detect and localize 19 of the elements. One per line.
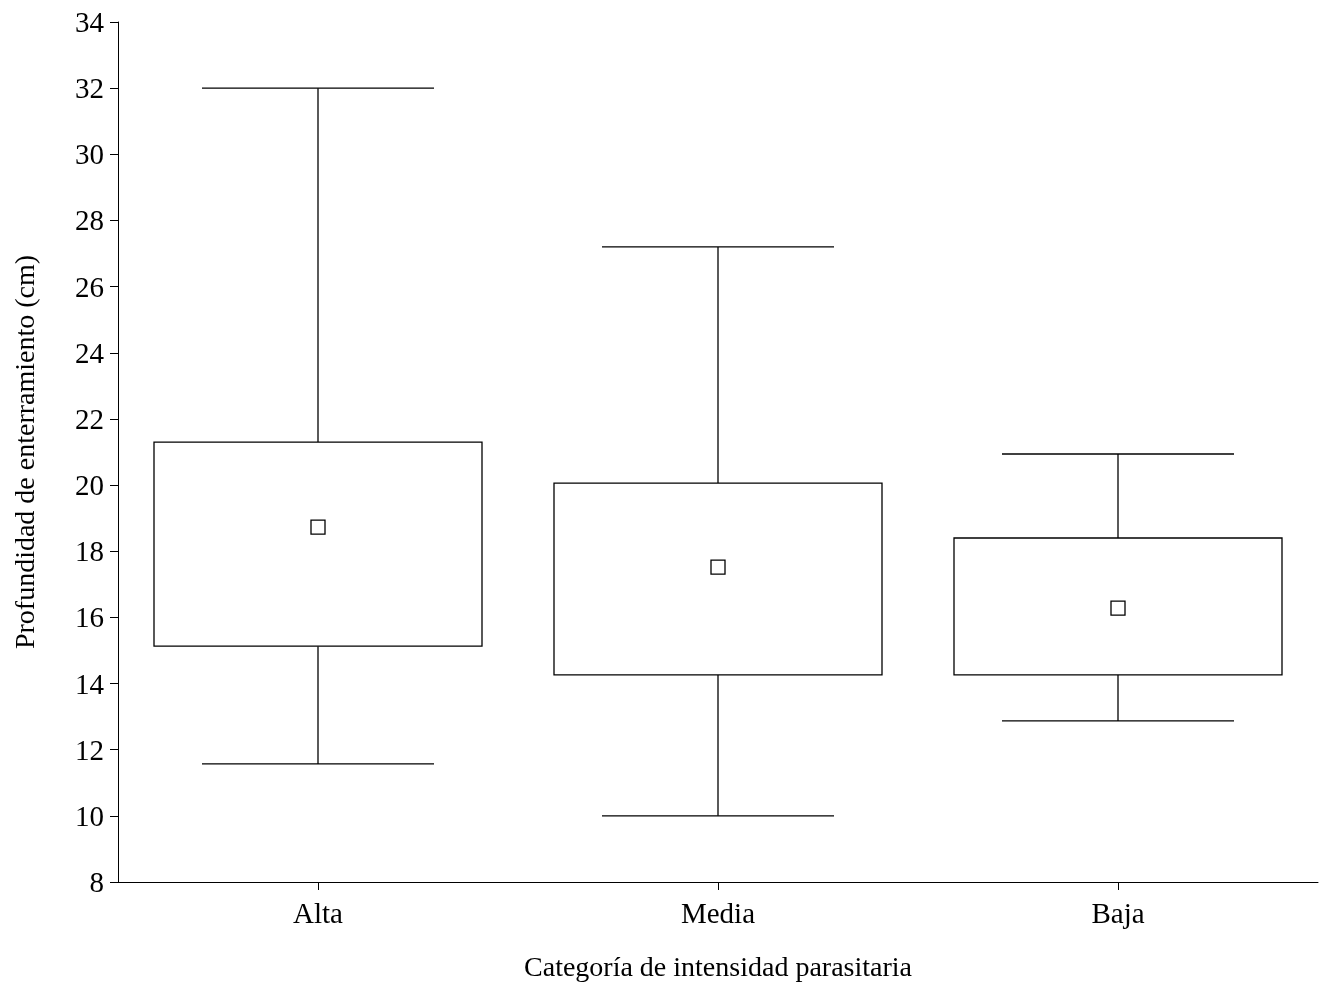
x-tick-label: Baja xyxy=(1091,896,1145,929)
y-tick-label: 20 xyxy=(75,469,104,502)
x-tick-label: Media xyxy=(680,896,756,929)
y-tick-label: 16 xyxy=(75,601,104,634)
y-tick-label: 14 xyxy=(75,667,105,700)
x-tick-label: Alta xyxy=(293,896,344,929)
y-tick-label: 34 xyxy=(75,6,105,38)
y-tick-label: 24 xyxy=(75,336,105,369)
y-tick-label: 22 xyxy=(75,402,104,435)
y-tick-label: 12 xyxy=(75,733,104,766)
x-axis-title: Categoría de intensidad parasitaria xyxy=(524,950,913,982)
y-tick-label: 18 xyxy=(75,535,104,568)
y-axis-title: Profundidad de enterramiento (cm) xyxy=(8,254,40,650)
y-tick-label: 8 xyxy=(89,866,104,898)
y-tick-label: 28 xyxy=(75,204,104,237)
y-tick-label: 30 xyxy=(75,138,104,171)
y-tick-label: 26 xyxy=(75,270,104,303)
y-tick-label: 10 xyxy=(75,799,104,832)
y-tick-label: 32 xyxy=(75,72,104,105)
